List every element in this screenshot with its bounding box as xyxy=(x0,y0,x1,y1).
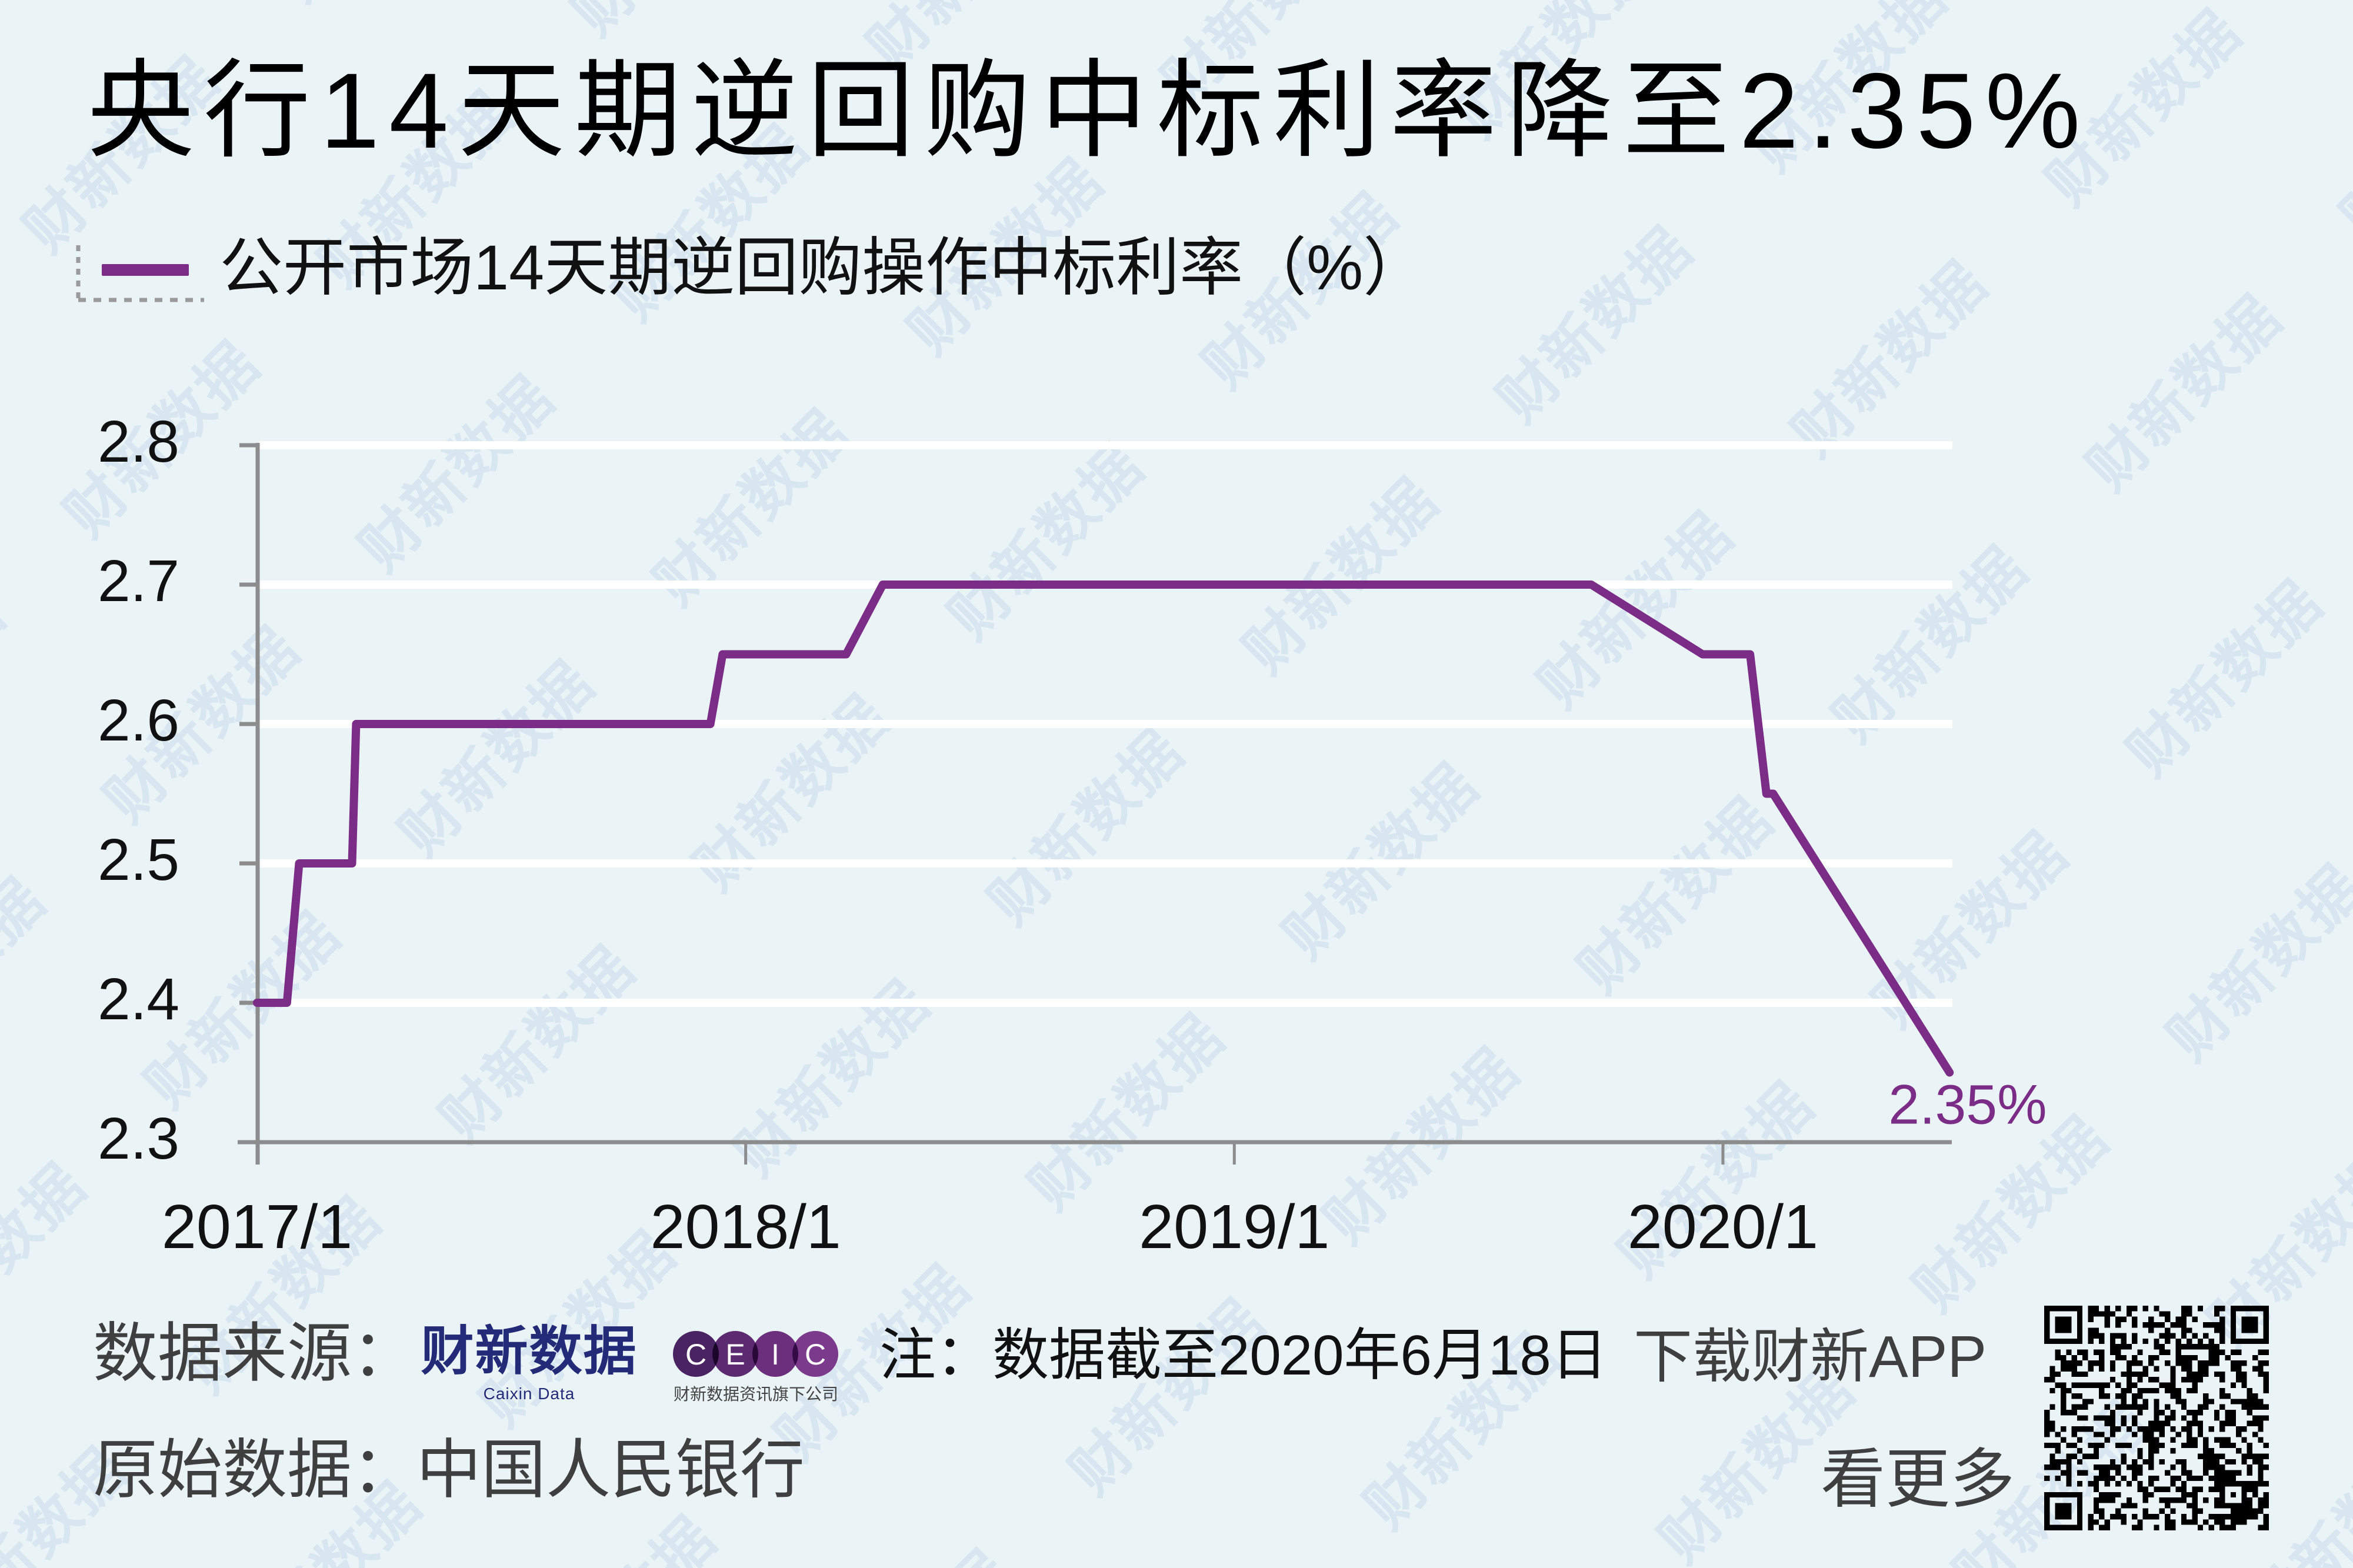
y-tick-label: 2.6 xyxy=(98,688,179,753)
legend-swatch xyxy=(102,264,189,276)
x-axis-labels: 2017/1 2018/1 2019/1 2020/1 xyxy=(162,1192,1818,1262)
y-tick-label: 2.7 xyxy=(98,548,179,614)
ceic-circle xyxy=(712,1331,758,1377)
ceic-circle xyxy=(673,1331,719,1377)
y-tick-label: 2.8 xyxy=(98,409,179,475)
x-tick-label: 2019/1 xyxy=(1139,1192,1329,1262)
rate-line xyxy=(253,581,1954,1077)
app-download-promo: 下载财新APP xyxy=(1634,1324,1987,1390)
chart-title: 央行14天期逆回购中标利率降至2.35% xyxy=(87,51,2090,171)
series-line xyxy=(253,581,1954,1077)
caixin-data-logo-subtitle: Caixin Data xyxy=(483,1384,575,1403)
x-tick-label: 2017/1 xyxy=(162,1192,352,1262)
caixin-data-logo: 财新数据 xyxy=(421,1320,638,1382)
raw-data-value: 中国人民银行 xyxy=(416,1434,805,1506)
legend-marker xyxy=(76,245,204,302)
y-tick-label: 2.3 xyxy=(98,1106,179,1172)
ceic-circle xyxy=(752,1331,798,1377)
qr-code xyxy=(2044,1306,2269,1530)
see-more-label: 看更多 xyxy=(1821,1443,2015,1516)
x-tick-label: 2018/1 xyxy=(651,1192,841,1262)
ceic-letter: C xyxy=(805,1338,826,1371)
qr-modules xyxy=(2044,1306,2269,1530)
axes xyxy=(238,443,1952,1165)
raw-data-source: 原始数据：中国人民银行 xyxy=(93,1438,805,1503)
y-tick-label: 2.5 xyxy=(98,827,179,893)
legend-label: 公开市场14天期逆回购操作中标利率（%） xyxy=(219,232,1427,303)
data-source-label: 数据来源： xyxy=(93,1317,416,1390)
ceic-circle xyxy=(792,1331,838,1377)
ceic-letter: I xyxy=(771,1338,779,1371)
y-axis-labels: 2.8 2.7 2.6 2.5 2.4 2.3 xyxy=(98,409,179,1172)
y-tick-label: 2.4 xyxy=(98,966,179,1032)
ceic-letter: E xyxy=(725,1338,745,1371)
x-tick-label: 2020/1 xyxy=(1628,1192,1818,1262)
ceic-logo-subtitle: 财新数据资讯旗下公司 xyxy=(673,1385,838,1403)
raw-data-label: 原始数据： xyxy=(93,1434,416,1506)
data-cutoff-note: 注：数据截至2020年6月18日 xyxy=(879,1324,1608,1387)
ceic-logo: C E I C xyxy=(673,1331,838,1377)
ceic-letter: C xyxy=(685,1338,706,1371)
end-value-annotation: 2.35% xyxy=(1888,1074,2047,1136)
